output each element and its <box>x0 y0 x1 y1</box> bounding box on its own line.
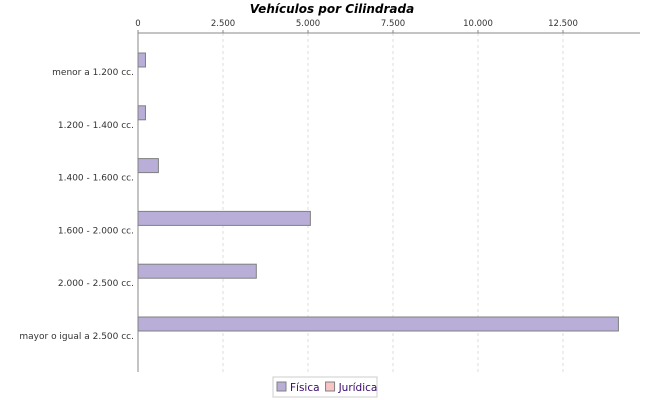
legend: Física Jurídica <box>272 376 378 398</box>
bar-fisica <box>137 52 146 68</box>
category-label: 1.200 - 1.400 cc. <box>58 121 134 131</box>
category-label: 2.000 - 2.500 cc. <box>58 279 134 289</box>
tick-label: 12.500 <box>548 19 578 29</box>
legend-label: Jurídica <box>338 382 378 394</box>
legend-swatch <box>276 381 287 392</box>
legend-label: Física <box>290 382 320 394</box>
chart-title: Vehículos por Cilindrada <box>250 2 414 16</box>
tick-label: 5.000 <box>296 19 320 29</box>
bar-fisica <box>137 316 619 332</box>
bar-fisica <box>137 158 159 174</box>
tick-label: 10.000 <box>463 19 493 29</box>
legend-box <box>272 376 378 398</box>
category-label: menor a 1.200 cc. <box>52 68 134 78</box>
category-label: 1.400 - 1.600 cc. <box>58 174 134 184</box>
category-label: mayor o igual a 2.500 cc. <box>19 332 134 342</box>
bar-fisica <box>137 105 146 121</box>
bar-fisica <box>137 263 257 279</box>
legend-swatch <box>325 381 336 392</box>
bar-fisica <box>137 210 311 226</box>
tick-label: 7.500 <box>381 19 405 29</box>
tick-label: 2.500 <box>211 19 235 29</box>
category-label: 1.600 - 2.000 cc. <box>58 226 134 236</box>
tick-label: 0 <box>135 19 140 29</box>
